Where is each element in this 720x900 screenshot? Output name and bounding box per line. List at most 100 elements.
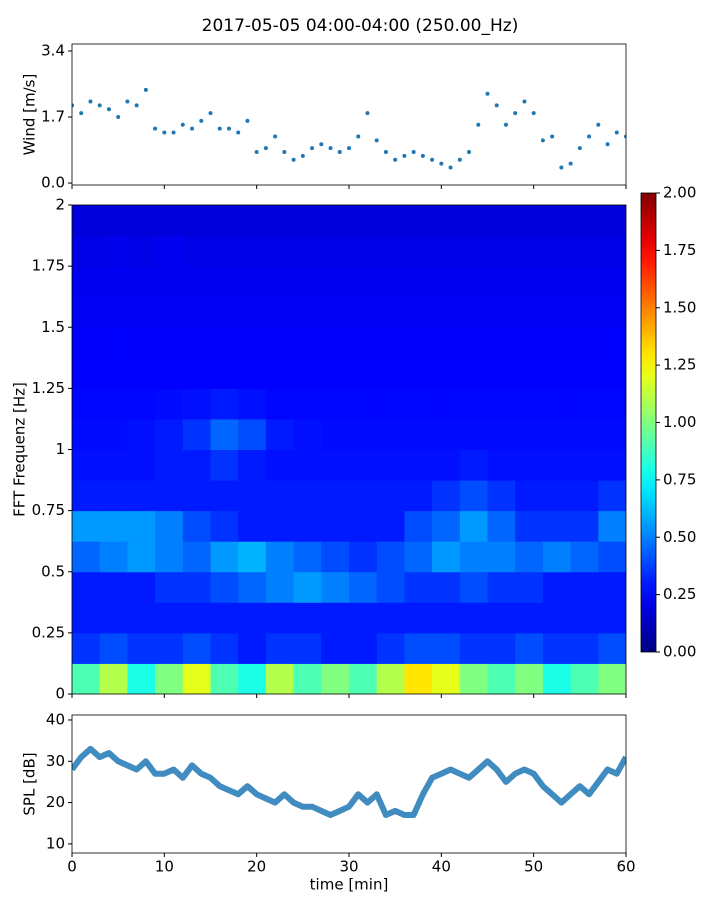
heatmap-cell — [72, 357, 101, 389]
colorbar-tick-label: 0.25 — [663, 585, 696, 603]
heatmap-cell — [570, 266, 599, 298]
heatmap-cell — [182, 480, 211, 512]
heatmap-cell — [72, 449, 101, 481]
heatmap-cell — [127, 357, 156, 389]
wind-point — [337, 149, 342, 154]
heatmap-cell — [321, 510, 350, 542]
heatmap-cell — [349, 266, 378, 298]
heatmap-cell — [72, 571, 101, 603]
plot-area — [72, 87, 626, 170]
wind-point — [596, 122, 601, 127]
plot-area — [72, 205, 626, 694]
heatmap-cell — [72, 480, 101, 512]
wind-point — [273, 134, 278, 139]
colorbar — [640, 192, 657, 653]
wind-point — [79, 111, 84, 116]
heatmap-cell — [182, 388, 211, 420]
heatmap-cell — [515, 388, 544, 420]
heatmap-cell — [238, 388, 267, 420]
wind-point — [448, 165, 453, 170]
heatmap-cell — [432, 327, 461, 359]
heatmap-cell — [265, 663, 295, 694]
heatmap-cell — [293, 418, 322, 450]
heatmap-cell — [127, 571, 156, 603]
heatmap-cell — [570, 449, 599, 481]
heatmap-cell — [99, 357, 128, 389]
heatmap-cell — [155, 663, 184, 694]
heatmap-cell — [515, 327, 544, 359]
heatmap-cell — [570, 663, 599, 694]
heatmap-cell — [432, 235, 461, 267]
heatmap-cell — [72, 296, 101, 328]
heatmap-cell — [459, 602, 488, 634]
heatmap-cell — [99, 449, 128, 481]
y-tick-label: 20 — [46, 793, 65, 811]
heatmap-cell — [99, 296, 128, 328]
heatmap-cell — [99, 571, 128, 603]
heatmap-cell — [127, 266, 156, 298]
heatmap-cell — [72, 266, 101, 298]
heatmap-cell — [182, 327, 211, 359]
wind-point — [568, 161, 573, 166]
heatmap-cell — [376, 296, 405, 328]
heatmap-cell — [127, 602, 156, 634]
heatmap-cell — [127, 632, 156, 664]
wind-point — [282, 149, 287, 154]
x-tick-label: 40 — [432, 858, 451, 876]
heatmap-cell — [349, 541, 378, 573]
heatmap-cell — [542, 418, 572, 450]
heatmap-cell — [99, 235, 128, 267]
heatmap-cell — [404, 388, 433, 420]
heatmap-cell — [376, 480, 405, 512]
wind-point — [476, 122, 481, 127]
heatmap-cell — [404, 266, 433, 298]
heatmap-cell — [210, 357, 239, 389]
y-tick-label: 1.5 — [41, 318, 65, 336]
colorbar-tick-label: 0.00 — [663, 643, 696, 661]
wind-point — [347, 146, 351, 151]
heatmap-cell — [349, 327, 378, 359]
wind-point — [310, 146, 315, 151]
heatmap-cell — [210, 235, 239, 267]
heatmap-cell — [487, 510, 516, 542]
heatmap-cell — [432, 632, 461, 664]
heatmap-cell — [570, 205, 599, 237]
heatmap-cell — [376, 449, 405, 481]
heatmap-cell — [515, 418, 544, 450]
heatmap-cell — [182, 205, 211, 237]
wind-point — [587, 134, 592, 139]
heatmap-cell — [99, 510, 128, 542]
heatmap-cell — [404, 571, 433, 603]
heatmap-cell — [210, 480, 239, 512]
heatmap-cell — [210, 418, 239, 450]
heatmap-cell — [598, 663, 626, 694]
heatmap-cell — [238, 205, 267, 237]
wind-point — [116, 115, 121, 120]
heatmap-cell — [99, 388, 128, 420]
heatmap-cell — [432, 602, 461, 634]
heatmap-cell — [155, 235, 184, 267]
heatmap-cell — [265, 266, 295, 298]
heatmap-cell — [155, 327, 184, 359]
heatmap-cell — [542, 510, 572, 542]
heatmap-cell — [376, 602, 405, 634]
y-tick-label: 0.5 — [41, 562, 65, 580]
heatmap-cell — [238, 235, 267, 267]
heatmap-cell — [459, 388, 488, 420]
wind-point — [171, 130, 176, 135]
wind-point — [162, 130, 167, 135]
wind-point — [143, 87, 148, 92]
wind-point — [420, 153, 425, 158]
y-tick-label: 1.75 — [32, 257, 65, 275]
heatmap-cell — [459, 510, 488, 542]
heatmap-cell — [459, 480, 488, 512]
heatmap-cell — [487, 388, 516, 420]
heatmap-cell — [349, 632, 378, 664]
heatmap-cell — [459, 632, 488, 664]
heatmap-cell — [210, 663, 239, 694]
heatmap-cell — [321, 418, 350, 450]
heatmap-cell — [265, 357, 295, 389]
heatmap-cell — [349, 205, 378, 237]
heatmap-cell — [293, 327, 322, 359]
heatmap-cell — [598, 235, 626, 267]
